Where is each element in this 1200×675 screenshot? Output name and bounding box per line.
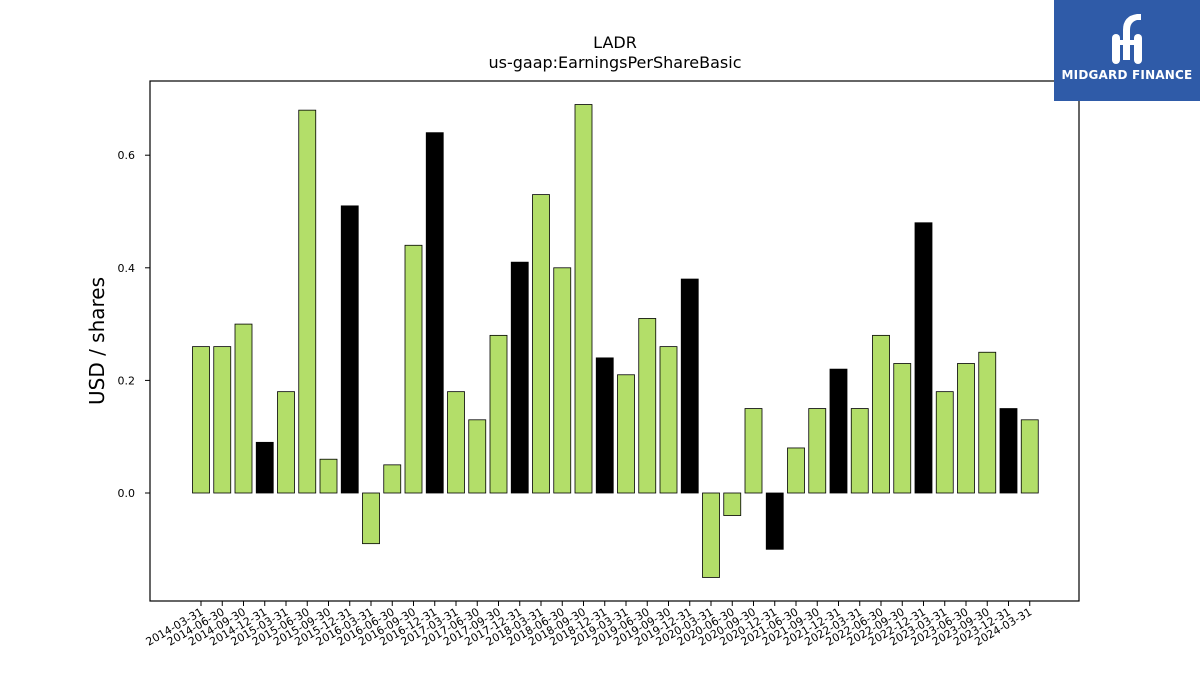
bar-2016-12-31 [425, 132, 444, 494]
bars [192, 104, 1039, 578]
bar-2018-12-31 [595, 357, 614, 494]
bar-2016-06-30 [383, 464, 402, 494]
bar-2022-06-30 [872, 334, 890, 494]
bar-2019-12-31 [680, 278, 699, 494]
bar-2023-09-30 [978, 351, 997, 494]
bar-2020-09-30 [744, 408, 763, 494]
bar-2023-03-31 [935, 391, 954, 494]
y-axis: 0.0 0.2 0.4 0.6 [118, 149, 150, 500]
bar-2019-06-30 [638, 318, 657, 494]
bar-2017-03-31 [447, 391, 465, 494]
logo-text: MIDGARD FINANCE [1061, 68, 1193, 82]
bar-2014-09-30 [234, 323, 253, 494]
bar-2019-03-31 [617, 374, 635, 494]
chart-title: LADR [593, 33, 637, 52]
bar-2016-03-31 [362, 492, 380, 545]
bar-2015-03-31 [277, 391, 295, 494]
bar-2017-09-30 [489, 334, 508, 494]
bar-2019-09-30 [659, 346, 678, 494]
bar-2016-09-30 [404, 244, 423, 494]
bar-2015-06-30 [298, 109, 317, 494]
plot-frame [149, 80, 1080, 602]
bar-2020-03-31 [702, 492, 720, 578]
logo: MIDGARD FINANCE [1054, 0, 1200, 101]
bar-2023-06-30 [957, 363, 975, 494]
bar-2021-06-30 [787, 447, 805, 494]
bar-2020-12-31 [765, 492, 784, 550]
bar-2014-03-31 [192, 346, 210, 494]
bar-2018-03-31 [532, 194, 550, 494]
bar-2020-06-30 [723, 492, 742, 516]
bar-2015-12-31 [340, 205, 359, 494]
bar-2023-12-31 [999, 408, 1018, 494]
chart-subtitle: us-gaap:EarningsPerShareBasic [488, 53, 741, 72]
bar-2014-12-31 [255, 441, 274, 494]
y-tick-label: 0.0 [118, 487, 136, 500]
bar-2022-09-30 [893, 363, 912, 494]
y-axis-label: USD / shares [85, 277, 109, 405]
bar-2015-09-30 [319, 458, 338, 494]
bar-2018-09-30 [574, 104, 593, 494]
y-tick-label: 0.4 [118, 262, 136, 275]
bar-2018-06-30 [553, 267, 572, 494]
bar-2024-03-31 [1020, 419, 1039, 494]
midgard-logo-icon [1112, 14, 1142, 64]
bar-2021-12-31 [829, 368, 848, 494]
x-axis: 2014-03-312014-06-302014-09-302014-12-31… [144, 601, 1034, 649]
bar-2022-12-31 [914, 222, 933, 494]
bar-2017-06-30 [468, 419, 487, 494]
bar-2022-03-31 [850, 408, 869, 494]
bar-2017-12-31 [510, 261, 529, 494]
y-tick-label: 0.6 [118, 149, 136, 162]
y-tick-label: 0.2 [118, 374, 136, 387]
bar-2021-09-30 [808, 408, 827, 494]
bar-2014-06-30 [213, 346, 232, 494]
